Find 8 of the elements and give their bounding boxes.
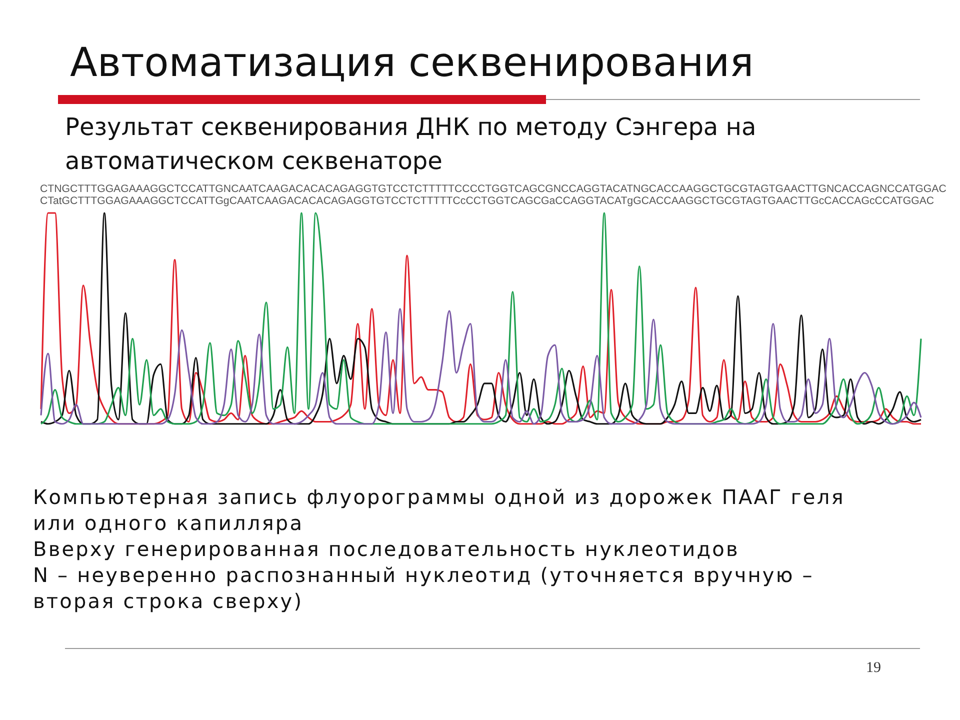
text: N – неуверенно распознанный нуклеотид (уточняется вручную – вторая строка сверху) — [33, 562, 815, 614]
text: CTNGCTTTGGAGAAAGGCTCCATTGNCAATCAAGACACACAGAGGTGTCCTCTTTTTCCCCTGGTCAGCGNCCAGGTACATNGCACCAAGGCTGCGTAGTGAACTTGNCACCAGNCCATGGAC — [40, 183, 946, 195]
text: 19 — [866, 660, 881, 677]
text: Компьютерная запись флуорограммы одной из дорожек ПААГ геля или одного капилляра — [33, 484, 846, 536]
text: CTatGCTTTGGAGAAAGGCTCCATTGgCAATCAAGACACACAGAGGTGTCCTCTTTTTCcCCTGGTCAGCGaCCAGGTACATgGCACCAAGGCTGCGTAGTGAACTTGcCACCAGcCCATGGAC — [40, 195, 936, 207]
chart-subtitle: Результат секвенирования ДНК по методу Сэнгера на автоматическом секвенаторе — [65, 112, 758, 177]
text: Вверху генерированная последовательность нуклеотидов — [33, 536, 740, 562]
chart-title: Автоматизация секвенирования — [70, 40, 754, 86]
